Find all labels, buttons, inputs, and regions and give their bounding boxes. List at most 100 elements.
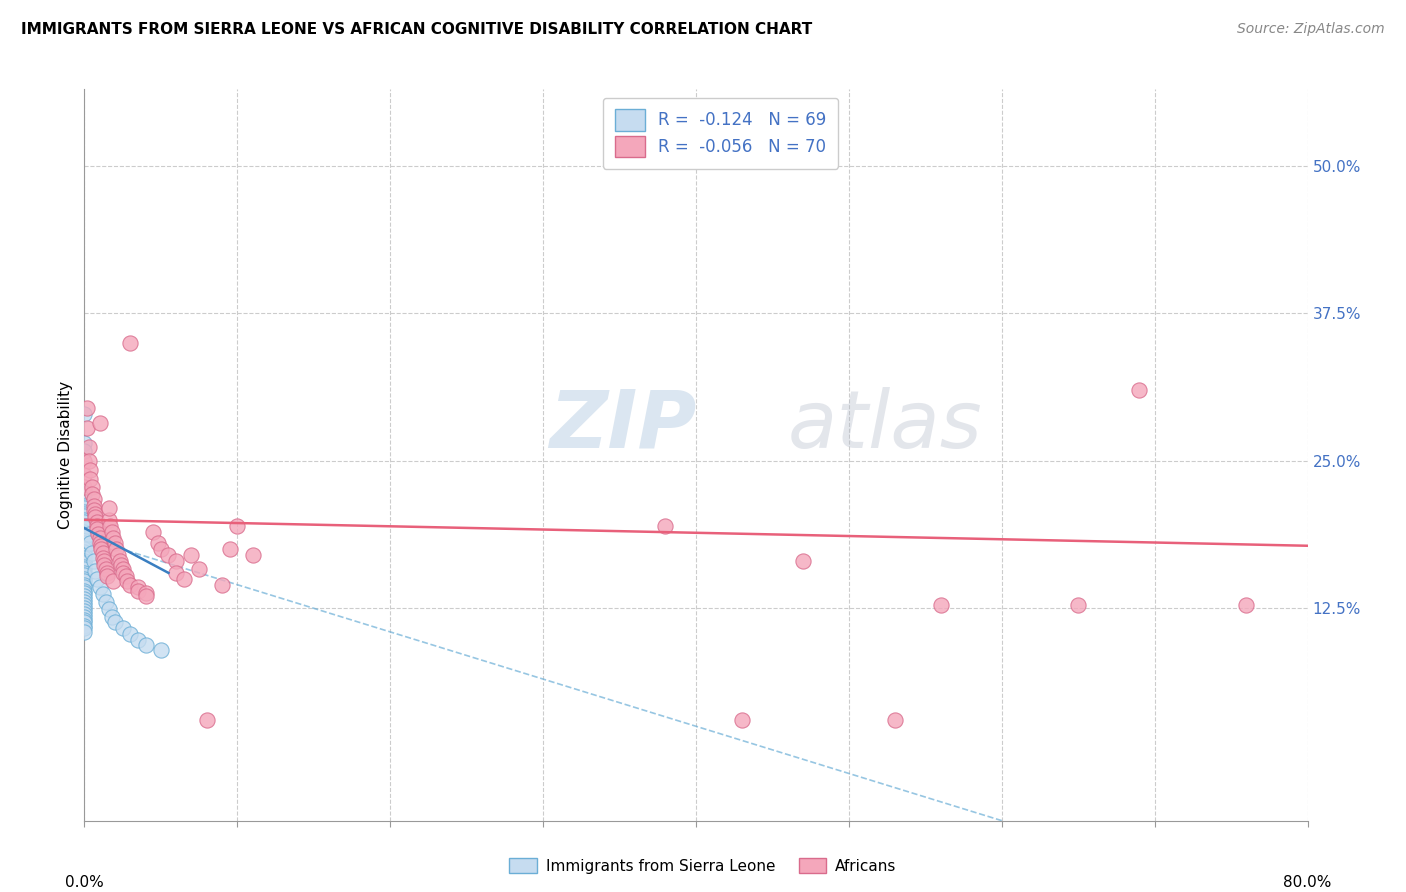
Point: [73, 562, 96, 576]
Point: [149, 542, 172, 557]
Point: [91, 546, 114, 560]
Text: 0.0%: 0.0%: [65, 876, 104, 890]
Point: [73, 619, 96, 633]
Point: [73, 499, 96, 513]
Point: [73, 607, 96, 622]
Point: [77, 527, 100, 541]
Point: [135, 586, 157, 600]
Point: [188, 562, 211, 576]
Point: [73, 539, 96, 553]
Point: [76, 421, 98, 435]
Point: [73, 542, 96, 557]
Point: [104, 615, 127, 630]
Point: [792, 554, 814, 568]
Point: [79, 471, 101, 485]
Point: [73, 501, 96, 516]
Point: [79, 536, 101, 550]
Point: [97, 501, 120, 516]
Point: [73, 601, 96, 615]
Point: [73, 507, 96, 521]
Legend: Immigrants from Sierra Leone, Africans: Immigrants from Sierra Leone, Africans: [503, 852, 903, 880]
Point: [73, 598, 96, 612]
Point: [77, 440, 100, 454]
Point: [135, 590, 157, 604]
Point: [654, 518, 676, 533]
Point: [157, 548, 180, 562]
Point: [73, 586, 96, 600]
Point: [73, 590, 96, 604]
Point: [97, 513, 120, 527]
Point: [89, 536, 111, 550]
Point: [120, 335, 142, 350]
Point: [86, 518, 108, 533]
Point: [96, 569, 118, 583]
Point: [73, 467, 96, 482]
Point: [127, 580, 149, 594]
Point: [73, 615, 96, 630]
Point: [73, 483, 96, 498]
Point: [103, 531, 125, 545]
Point: [73, 577, 96, 591]
Point: [73, 566, 96, 580]
Point: [142, 524, 165, 539]
Point: [73, 544, 96, 558]
Point: [86, 572, 108, 586]
Point: [1067, 598, 1090, 612]
Point: [73, 613, 96, 627]
Point: [165, 554, 187, 568]
Point: [83, 491, 105, 506]
Point: [111, 562, 134, 576]
Legend: R =  -0.124   N = 69, R =  -0.056   N = 70: R = -0.124 N = 69, R = -0.056 N = 70: [603, 97, 838, 169]
Point: [73, 480, 96, 494]
Point: [98, 518, 121, 533]
Point: [1236, 598, 1258, 612]
Point: [73, 487, 96, 501]
Point: [94, 595, 117, 609]
Point: [180, 548, 202, 562]
Point: [73, 444, 96, 458]
Point: [73, 583, 96, 598]
Point: [76, 401, 98, 415]
Point: [73, 580, 96, 594]
Text: atlas: atlas: [787, 386, 983, 465]
Point: [73, 609, 96, 624]
Point: [77, 454, 100, 468]
Point: [93, 554, 115, 568]
Point: [76, 518, 98, 533]
Point: [883, 714, 905, 728]
Y-axis label: Cognitive Disability: Cognitive Disability: [58, 381, 73, 529]
Point: [89, 580, 111, 594]
Point: [73, 513, 96, 527]
Point: [127, 633, 149, 648]
Point: [195, 714, 218, 728]
Point: [73, 621, 96, 635]
Point: [96, 566, 118, 580]
Point: [73, 574, 96, 589]
Point: [73, 624, 96, 639]
Point: [173, 572, 195, 586]
Point: [73, 548, 96, 562]
Point: [226, 518, 249, 533]
Point: [90, 542, 112, 557]
Point: [91, 550, 114, 565]
Point: [80, 480, 103, 494]
Point: [73, 524, 96, 539]
Point: [83, 503, 105, 517]
Point: [73, 550, 96, 565]
Point: [73, 509, 96, 524]
Point: [73, 604, 96, 618]
Point: [73, 557, 96, 571]
Point: [73, 533, 96, 547]
Point: [97, 602, 120, 616]
Point: [73, 560, 96, 574]
Point: [73, 554, 96, 568]
Point: [111, 566, 134, 580]
Point: [165, 566, 187, 580]
Point: [101, 524, 124, 539]
Point: [105, 542, 128, 557]
Point: [73, 536, 96, 550]
Point: [80, 487, 103, 501]
Point: [73, 521, 96, 535]
Point: [218, 542, 240, 557]
Point: [149, 642, 172, 657]
